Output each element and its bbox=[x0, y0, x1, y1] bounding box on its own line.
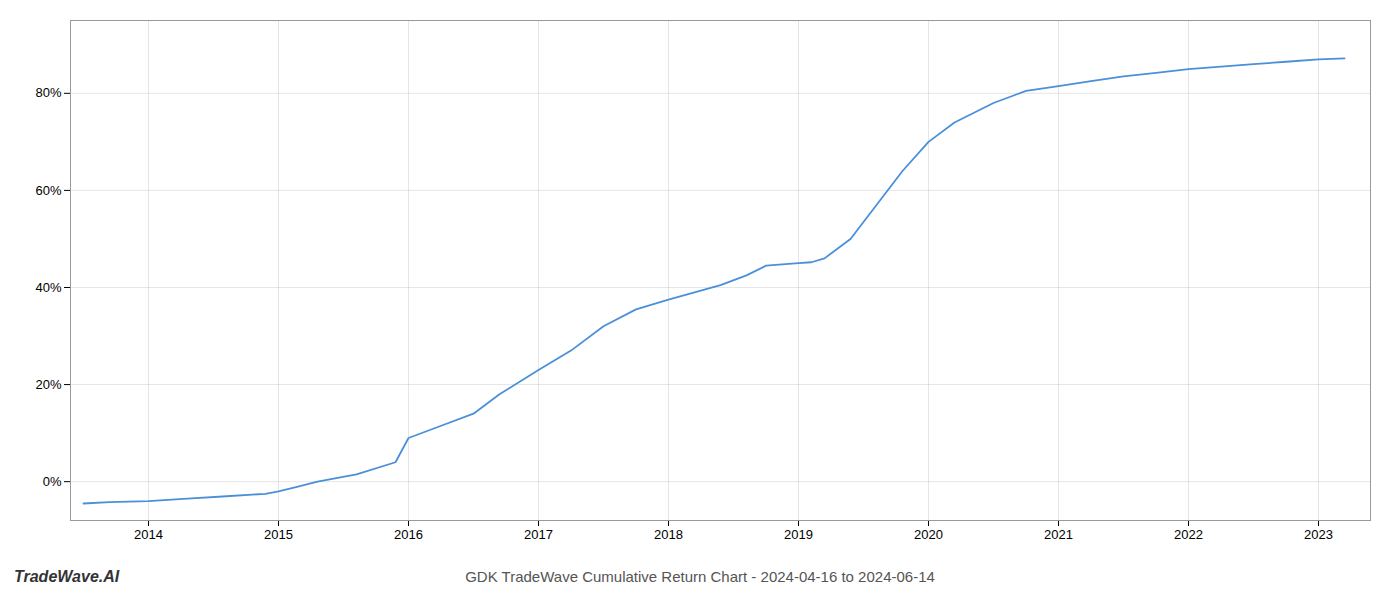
svg-text:2014: 2014 bbox=[134, 527, 163, 542]
svg-text:2017: 2017 bbox=[524, 527, 553, 542]
svg-text:2021: 2021 bbox=[1044, 527, 1073, 542]
svg-text:2018: 2018 bbox=[654, 527, 683, 542]
svg-text:2016: 2016 bbox=[394, 527, 423, 542]
html-text:TradeWave.AI: TradeWave.AI bbox=[14, 568, 120, 585]
svg-text:2019: 2019 bbox=[784, 527, 813, 542]
html-text:GDK TradeWave Cumulative Retur: GDK TradeWave Cumulative Return Chart - … bbox=[465, 568, 935, 585]
svg-text:2023: 2023 bbox=[1304, 527, 1333, 542]
svg-text:40%: 40% bbox=[35, 280, 61, 295]
svg-text:2015: 2015 bbox=[264, 527, 293, 542]
svg-text:60%: 60% bbox=[35, 183, 61, 198]
svg-text:2022: 2022 bbox=[1174, 527, 1203, 542]
svg-text:0%: 0% bbox=[43, 474, 62, 489]
svg-text:2020: 2020 bbox=[914, 527, 943, 542]
svg-text:80%: 80% bbox=[35, 85, 61, 100]
svg-text:20%: 20% bbox=[35, 377, 61, 392]
